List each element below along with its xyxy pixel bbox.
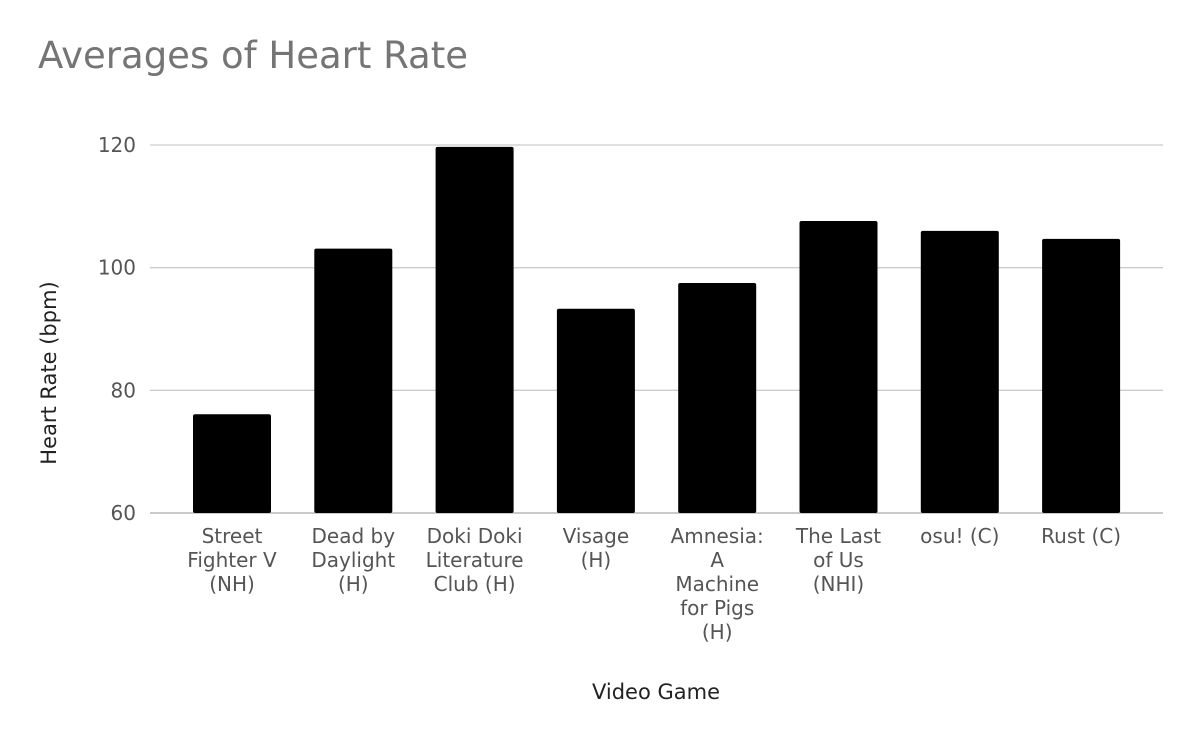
x-category-label: Street Fighter V (NH) xyxy=(187,524,277,596)
x-category-label-line: A xyxy=(710,548,724,572)
x-category-label: The Last of Us (NHI) xyxy=(795,524,881,596)
y-tick-label: 100 xyxy=(98,256,136,280)
bar xyxy=(435,146,514,513)
x-category-label: Visage (H) xyxy=(563,524,629,572)
x-category-label-line: The Last xyxy=(795,524,881,548)
x-category-label-line: Street xyxy=(202,524,263,548)
x-category-label-line: Doki Doki xyxy=(427,524,523,548)
x-category-label-line: osu! (C) xyxy=(920,524,999,548)
x-category-label: Amnesia: A Machine for Pigs (H) xyxy=(671,524,764,644)
y-tick-label: 80 xyxy=(111,378,136,402)
x-category-label-line: Visage xyxy=(563,524,629,548)
x-category-label-line: Rust (C) xyxy=(1041,524,1121,548)
x-category-label-line: for Pigs xyxy=(680,596,754,620)
bar xyxy=(1042,238,1121,513)
x-category-label-line: of Us xyxy=(813,548,864,572)
x-category-label-line: (H) xyxy=(338,572,369,596)
bar xyxy=(556,308,635,513)
x-category-label-line: Literature xyxy=(426,548,524,572)
chart-title: Averages of Heart Rate xyxy=(38,34,468,77)
bar xyxy=(799,221,878,513)
x-category-label: osu! (C) xyxy=(920,524,999,548)
bar xyxy=(193,414,271,513)
x-category-label-line: (NH) xyxy=(209,572,255,596)
bar xyxy=(678,283,757,513)
bars xyxy=(193,146,1121,514)
x-category-label-line: Machine xyxy=(675,572,759,596)
x-category-label: Doki Doki Literature Club (H) xyxy=(426,524,524,596)
x-category-label-line: Daylight xyxy=(311,548,395,572)
bar xyxy=(920,230,999,513)
x-category-label-line: (H) xyxy=(702,620,733,644)
x-category-label: Rust (C) xyxy=(1041,524,1121,548)
x-category-label-line: Fighter V xyxy=(187,548,277,572)
x-category-label-line: Club (H) xyxy=(434,572,516,596)
bar xyxy=(314,248,393,514)
y-axis-label: Heart Rate (bpm) xyxy=(37,281,61,464)
x-category-label-line: (H) xyxy=(581,548,612,572)
x-axis-label: Video Game xyxy=(592,680,720,704)
x-category-labels: Street Fighter V (NH)Dead by Daylight (H)Dok… xyxy=(187,524,1121,644)
x-category-label: Dead by Daylight (H) xyxy=(311,524,395,596)
x-category-label-line: (NHI) xyxy=(813,572,865,596)
gridlines xyxy=(150,144,1163,514)
x-category-label-line: Dead by xyxy=(312,524,396,548)
y-tick-labels: 60 80 100 120 xyxy=(98,133,136,525)
y-tick-label: 120 xyxy=(98,133,136,157)
y-tick-label: 60 xyxy=(111,501,136,525)
x-category-label-line: Amnesia: xyxy=(671,524,764,548)
